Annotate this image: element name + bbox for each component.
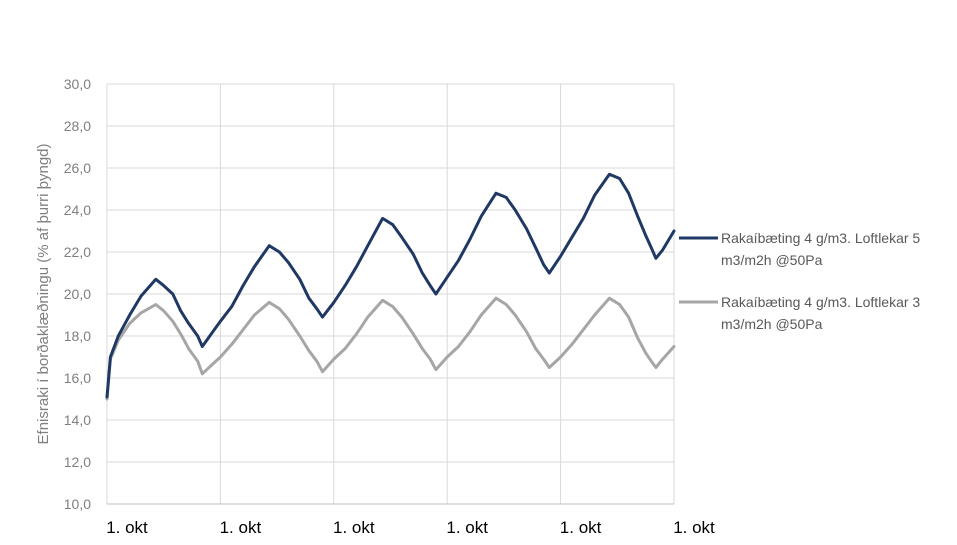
legend-label-0: m3/m2h @50Pa — [721, 252, 823, 268]
y-tick-label: 12,0 — [64, 454, 91, 470]
y-tick-label: 20,0 — [64, 286, 91, 302]
x-tick-label: 1. okt — [106, 518, 148, 537]
x-tick-label: 1. okt — [333, 518, 375, 537]
x-tick-label: 1. okt — [560, 518, 602, 537]
series-line-1 — [105, 296, 676, 401]
y-tick-label: 18,0 — [64, 328, 91, 344]
series-line-0 — [105, 172, 676, 399]
y-tick-label: 14,0 — [64, 412, 91, 428]
y-tick-label: 26,0 — [64, 160, 91, 176]
y-tick-label: 28,0 — [64, 118, 91, 134]
y-tick-label: 22,0 — [64, 244, 91, 260]
x-tick-label: 1. okt — [446, 518, 488, 537]
x-tick-labels: 1. okt 1. okt 1. okt 1. okt 1. okt 1. okt — [106, 518, 715, 537]
gridlines — [106, 83, 675, 504]
legend: Rakaíbæting 4 g/m3. Loftlekar 5 m3/m2h @5… — [679, 230, 920, 332]
y-tick-label: 10,0 — [64, 496, 91, 512]
legend-label-0: Rakaíbæting 4 g/m3. Loftlekar 5 — [721, 230, 920, 246]
y-axis-label: Efnisraki í borðaklæðningu (% af þurri þ… — [35, 144, 52, 445]
x-tick-label: 1. okt — [673, 518, 715, 537]
y-tick-label: 16,0 — [64, 370, 91, 386]
y-tick-label: 24,0 — [64, 202, 91, 218]
series-lines — [105, 172, 676, 401]
legend-label-1: m3/m2h @50Pa — [721, 316, 823, 332]
y-tick-label: 30,0 — [64, 76, 91, 92]
legend-label-1: Rakaíbæting 4 g/m3. Loftlekar 3 — [721, 294, 920, 310]
y-tick-labels: 10,0 12,0 14,0 16,0 18,0 20,0 22,0 24,0 26,0 28,0… — [64, 76, 91, 512]
x-tick-label: 1. okt — [220, 518, 262, 537]
